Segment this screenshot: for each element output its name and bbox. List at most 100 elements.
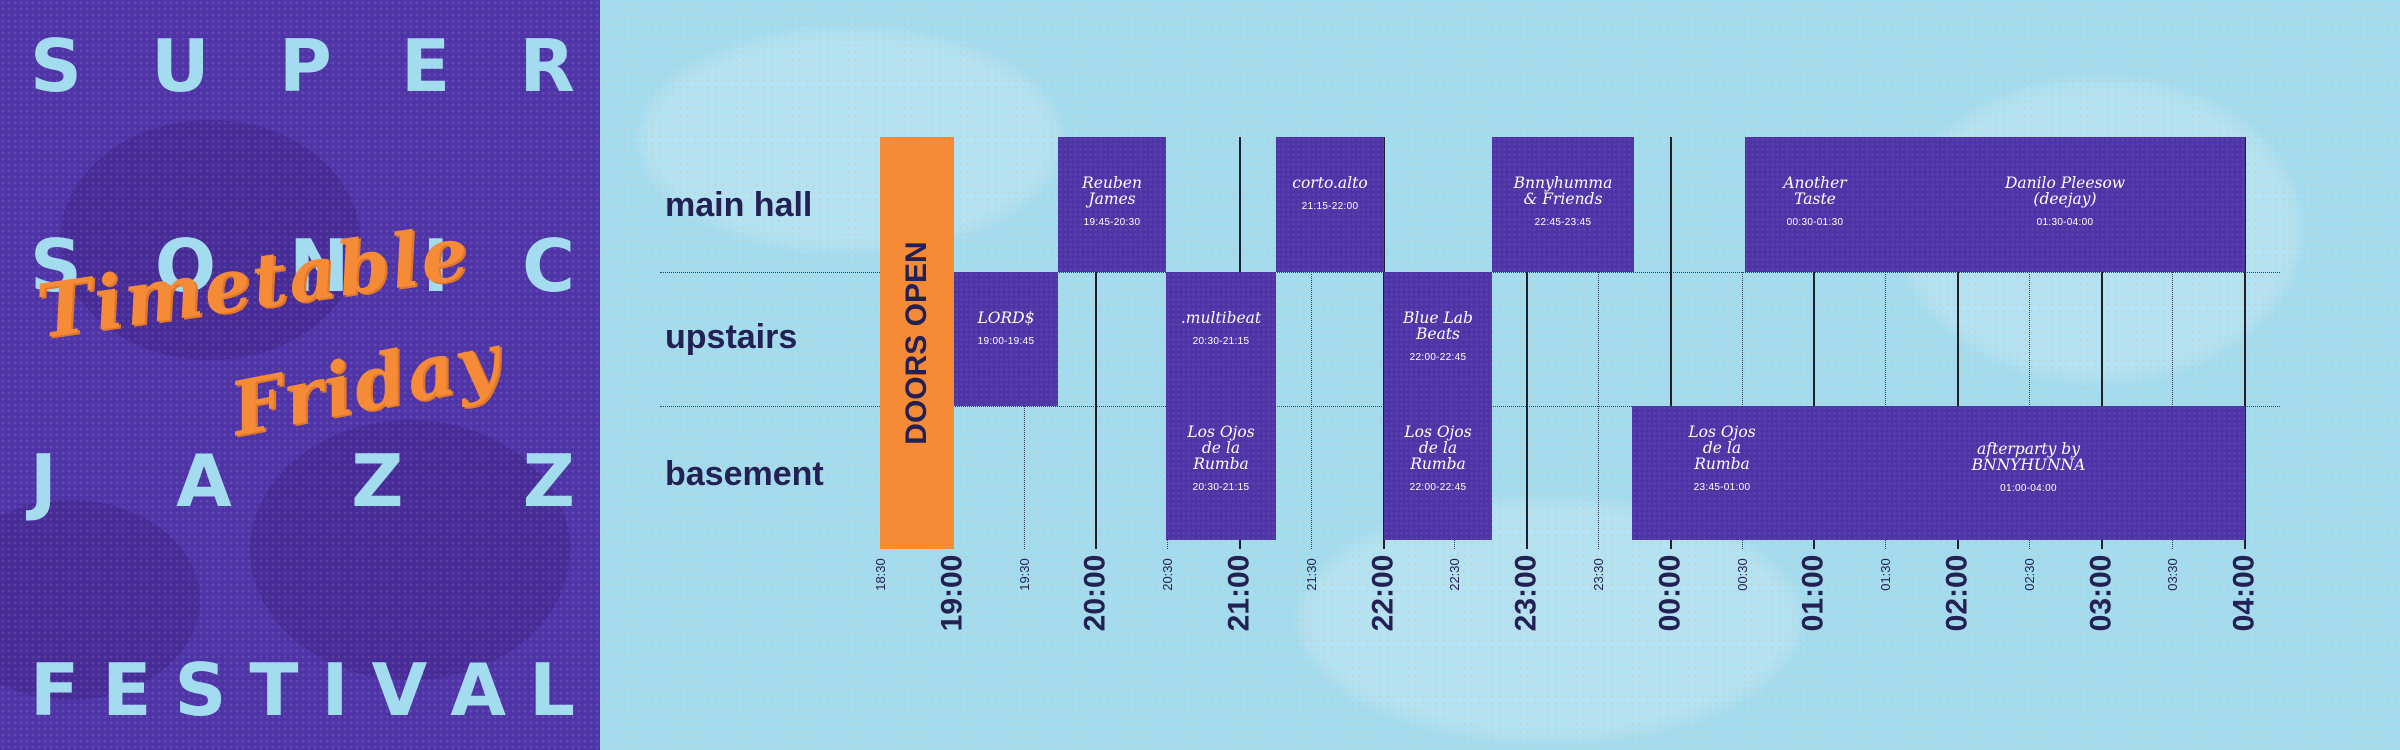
performance-time: 00:30-01:30 — [1786, 217, 1844, 228]
poster-letter: S — [174, 648, 227, 732]
performance-name: Los Ojos de la Rumba — [1187, 423, 1255, 473]
poster-letter: S — [30, 224, 82, 308]
performance-name: afterparty by BNNYHUNNA — [1971, 440, 2086, 474]
performance-time: 01:30-04:00 — [2036, 217, 2094, 228]
performance-name: corto.alto — [1292, 174, 1368, 192]
performance-lords[interactable]: LORD$ 19:00-19:45 — [954, 272, 1058, 406]
hour-label: 03:00 — [2083, 554, 2117, 632]
performance-time: 19:00-19:45 — [977, 336, 1035, 347]
poster-letter: E — [102, 648, 152, 732]
performance-blue-lab-beats[interactable]: Blue Lab Beats 22:00-22:45 — [1384, 272, 1492, 406]
hour-gridline — [1095, 137, 1097, 549]
hour-label: 23:00 — [1508, 554, 1542, 632]
half-hour-gridline — [1598, 272, 1599, 549]
half-hour-gridline — [1024, 272, 1025, 549]
half-hour-label: 18:30 — [872, 557, 888, 591]
performance-time: 23:45-01:00 — [1693, 482, 1751, 493]
performance-time: 19:45-20:30 — [1083, 217, 1141, 228]
hour-label: 00:00 — [1652, 554, 1686, 632]
half-hour-label: 00:30 — [1734, 557, 1750, 591]
performance-los-ojos-1[interactable]: Los Ojos de la Rumba 20:30-21:15 — [1166, 406, 1276, 540]
performance-name: .multibeat — [1180, 309, 1262, 327]
performance-group-late-basement: Los Ojos de la Rumba 23:45-01:00 afterpa… — [1632, 406, 2245, 540]
poster-letter: R — [519, 24, 575, 108]
poster-letter: U — [151, 24, 210, 108]
hour-label: 01:00 — [1795, 554, 1829, 632]
doors-open-label: DOORS OPEN — [900, 241, 933, 445]
performance-name: Reuben James — [1082, 174, 1142, 208]
stage-label-main-hall: main hall — [665, 186, 813, 224]
poster-letter: F — [30, 648, 80, 732]
performance-name: Another Taste — [1783, 174, 1847, 208]
poster-letter: P — [278, 24, 332, 108]
hour-gridline — [1957, 137, 1959, 549]
performance-corto-alto[interactable]: corto.alto 21:15-22:00 — [1276, 137, 1384, 272]
half-hour-label: 20:30 — [1159, 557, 1175, 591]
half-hour-gridline — [1311, 272, 1312, 549]
poster-letter: L — [529, 648, 575, 732]
half-hour-label: 03:30 — [2164, 557, 2180, 591]
stage-label-upstairs: upstairs — [665, 318, 798, 356]
performance-time: 20:30-21:15 — [1192, 336, 1250, 347]
half-hour-label: 22:30 — [1446, 557, 1462, 591]
performance-time: 22:00-22:45 — [1409, 482, 1467, 493]
performance-reuben-james[interactable]: Reuben James 19:45-20:30 — [1058, 137, 1166, 272]
poster-letter: I — [422, 224, 450, 308]
poster-letter: S — [30, 24, 82, 108]
half-hour-label: 21:30 — [1303, 557, 1319, 591]
performance-name: LORD$ — [977, 309, 1035, 327]
performance-bnnyhumma[interactable]: Bnnyhumma & Friends 22:45-23:45 — [1492, 137, 1634, 272]
poster-letter: Z — [351, 439, 404, 523]
hour-gridline — [2244, 137, 2246, 549]
hour-gridline — [2101, 137, 2103, 549]
poster-letter: A — [450, 648, 506, 732]
half-hour-label: 01:30 — [1877, 557, 1893, 591]
poster-letter: C — [522, 224, 575, 308]
doors-open-bar: DOORS OPEN — [880, 137, 954, 549]
performance-name: Los Ojos de la Rumba — [1688, 423, 1756, 473]
poster-letter: J — [30, 439, 57, 523]
poster-letter: E — [401, 24, 451, 108]
hour-label: 04:00 — [2226, 554, 2260, 632]
hour-gridline — [1813, 137, 1815, 549]
performance-group-late-main: Another Taste 00:30-01:30 Danilo Pleesow… — [1745, 137, 2245, 272]
performance-time: 20:30-21:15 — [1192, 482, 1250, 493]
performance-time: 01:00-04:00 — [2000, 483, 2057, 494]
performance-time: 21:15-22:00 — [1301, 201, 1359, 212]
hour-label: 21:00 — [1221, 554, 1255, 632]
performance-name: Blue Lab Beats — [1403, 309, 1473, 343]
hour-label: 02:00 — [1939, 554, 1973, 632]
performance-los-ojos-3[interactable]: Los Ojos de la Rumba 23:45-01:00 — [1632, 406, 1812, 558]
stage-label-basement: basement — [665, 455, 824, 493]
performance-los-ojos-2[interactable]: Los Ojos de la Rumba 22:00-22:45 — [1384, 406, 1492, 540]
performance-name: Los Ojos de la Rumba — [1404, 423, 1472, 473]
performance-danilo-pleesow[interactable]: Danilo Pleesow (deejay) 01:30-04:00 — [1885, 137, 2245, 310]
hour-label: 19:00 — [934, 554, 968, 632]
performance-afterparty[interactable]: afterparty by BNNYHUNNA 01:00-04:00 — [1812, 406, 2245, 575]
poster-letter: I — [321, 648, 349, 732]
performance-name: Bnnyhumma & Friends — [1513, 174, 1613, 208]
hour-gridline — [1670, 137, 1672, 549]
performance-multibeat[interactable]: .multibeat 20:30-21:15 — [1166, 272, 1276, 406]
half-hour-label: 23:30 — [1590, 557, 1606, 591]
hour-label: 22:00 — [1365, 554, 1399, 632]
performance-time: 22:00-22:45 — [1409, 352, 1467, 363]
poster-letter: Z — [522, 439, 575, 523]
poster-letter: T — [249, 648, 299, 732]
half-hour-label: 02:30 — [2021, 557, 2037, 591]
timetable-background — [600, 0, 2400, 750]
performance-another-taste[interactable]: Another Taste 00:30-01:30 — [1745, 137, 1885, 310]
poster-letter: V — [371, 648, 428, 732]
hour-gridline — [1526, 137, 1528, 549]
poster-letter: A — [176, 439, 232, 523]
performance-time: 22:45-23:45 — [1534, 217, 1592, 228]
performance-name: Danilo Pleesow (deejay) — [2004, 174, 2126, 208]
half-hour-label: 19:30 — [1016, 557, 1032, 591]
hour-label: 20:00 — [1077, 554, 1111, 632]
poster-letter: O — [154, 224, 217, 308]
